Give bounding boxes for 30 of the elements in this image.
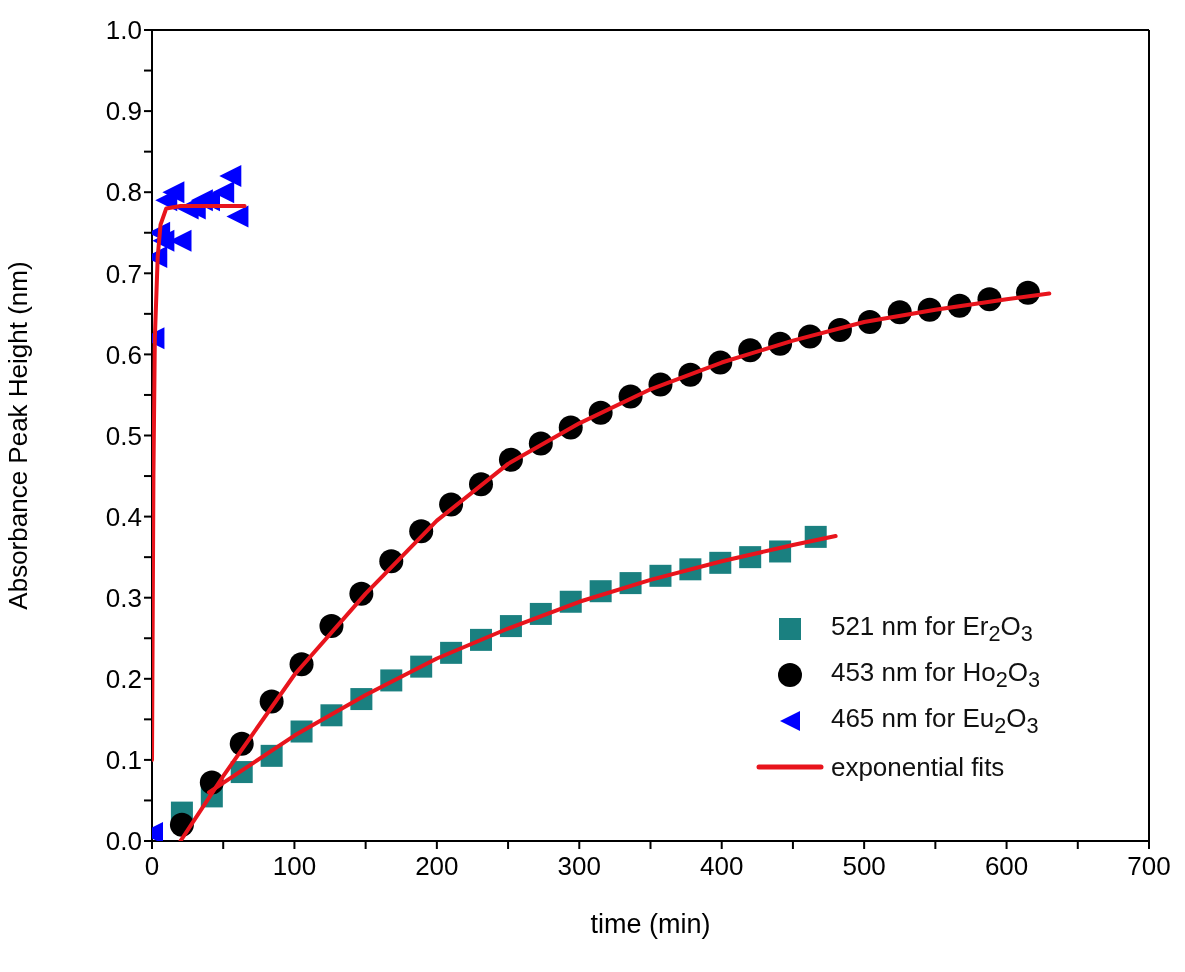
x-tick-label: 0 xyxy=(144,851,160,882)
x-tick-label: 100 xyxy=(272,851,317,882)
y-tick-label: 0.1 xyxy=(105,745,142,776)
x-tick-label: 700 xyxy=(1127,851,1171,882)
x-axis-title: time (min) xyxy=(590,909,711,939)
point xyxy=(162,181,185,204)
point xyxy=(212,181,235,204)
x-tick-label: 400 xyxy=(700,851,744,882)
x-tick-label: 200 xyxy=(415,851,459,882)
legend-label: exponential fits xyxy=(830,751,1005,783)
y-axis-title: Absorbance Peak Height (nm) xyxy=(3,261,34,610)
x-tick-label: 600 xyxy=(984,851,1029,882)
point xyxy=(226,205,249,228)
y-tick-label: 0.3 xyxy=(105,582,142,613)
y-tick-label: 0.8 xyxy=(105,177,142,208)
line-series xyxy=(178,291,1052,841)
y-tick-label: 0.9 xyxy=(105,96,142,127)
legend-label: 521 nm for Er$_{2}$O$_{3}$ xyxy=(830,610,1033,648)
y-tick-label: 0.6 xyxy=(105,339,142,370)
legend-label: 465 nm for Eu$_{2}$O$_{3}$ xyxy=(830,702,1039,740)
y-tick-label: 0.4 xyxy=(105,501,142,532)
y-tick-label: 0.5 xyxy=(105,420,142,451)
y-tick-label: 0.0 xyxy=(105,826,142,857)
y-tick-label: 1.0 xyxy=(105,15,142,46)
legend-label: 453 nm for Ho$_{2}$O$_{3}$ xyxy=(830,656,1040,694)
x-tick-label: 300 xyxy=(557,851,601,882)
y-tick-label: 0.7 xyxy=(105,258,142,289)
point xyxy=(219,164,242,187)
y-tick-label: 0.2 xyxy=(105,664,142,695)
x-tick-label: 500 xyxy=(842,851,886,882)
